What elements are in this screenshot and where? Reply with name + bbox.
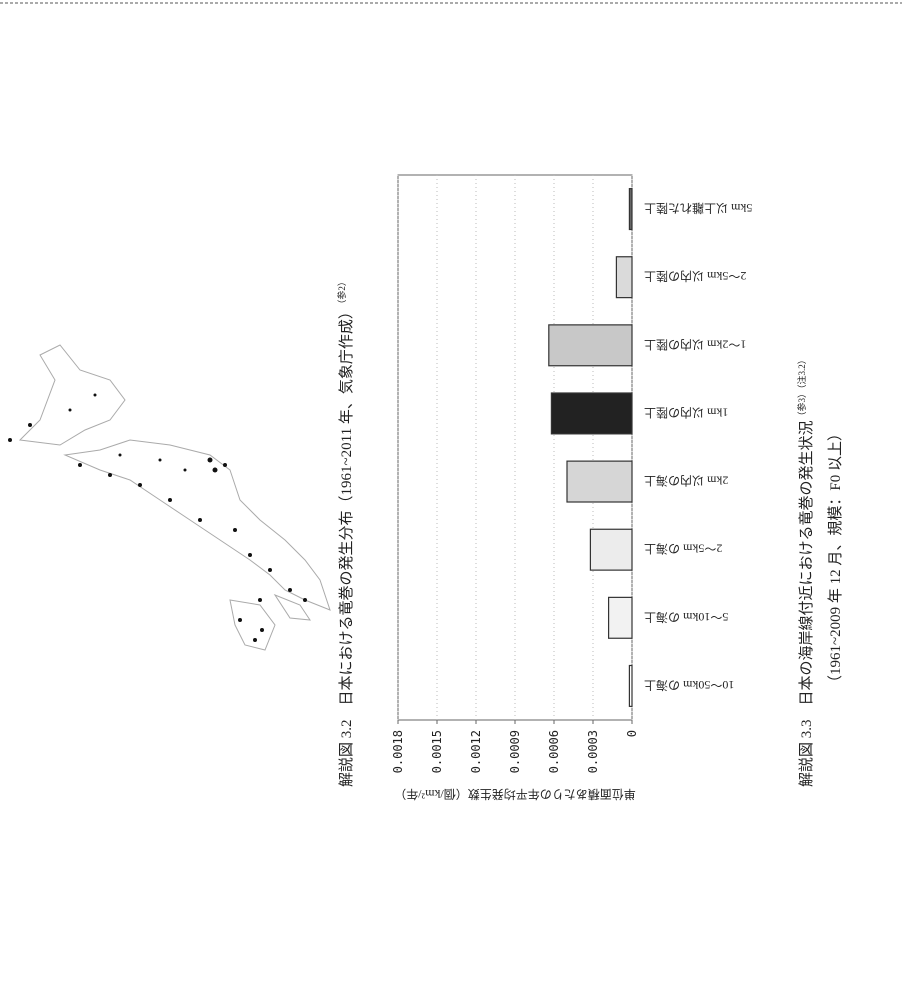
bar: [550, 392, 633, 435]
y-tick-label: 0.0018: [391, 730, 405, 773]
x-tick-label: 5km 以上離れた陸上: [644, 201, 752, 215]
figure-note: （参3）（注3.2）: [796, 355, 807, 420]
y-tick-label: 0.0009: [508, 730, 522, 773]
y-axis-label: 単位面積あたりの年平均発生数（個/km²/年）: [394, 787, 636, 802]
bar: [589, 528, 633, 571]
y-tick-label: 0.0003: [586, 730, 600, 773]
y-tick-label: 0.0006: [547, 730, 561, 773]
x-tick-label: 2～5km の海上: [644, 542, 722, 557]
x-tick-label: 1km 以内の陸上: [644, 405, 728, 419]
bar: [628, 188, 633, 231]
bar-chart: 0 0.0003 0.0006 0.0009 0.0012 0.0015 0.0018 単位面…: [391, 174, 752, 802]
figure-title: 日本における竜巻の発生分布（1961~2011 年、気象庁作成）: [338, 304, 355, 705]
y-tick-label: 0.0015: [430, 730, 444, 773]
figure-title: 日本の海岸線付近における竜巻の発生状況: [798, 420, 815, 705]
x-tick-label: 5～10km の海上: [644, 610, 728, 625]
map: [18, 344, 331, 651]
figure-caption: 解説図 3.3 日本の海岸線付近における竜巻の発生状況（参3）（注3.2）: [796, 355, 815, 787]
x-tick-label: 2km 以内の海上: [644, 474, 728, 489]
figure-subtitle: （1961~2009 年 12 月、規模：F0 以上）: [827, 426, 844, 690]
bar: [566, 460, 633, 503]
bar: [607, 596, 633, 639]
x-tick-label: 10～50km の海上: [644, 678, 734, 693]
bar: [628, 664, 633, 707]
y-tick-label: 0.0012: [469, 730, 483, 773]
x-tick-label: 1～2km 以内の陸上: [644, 337, 746, 351]
figure-note: （参2）: [336, 277, 347, 304]
bar: [548, 324, 633, 367]
figure-number: 解説図 3.3: [798, 719, 815, 787]
figure-number: 解説図 3.2: [338, 719, 355, 787]
x-tick-label: 2～5km 以内の陸上: [644, 269, 746, 283]
figure-caption: 解説図 3.2 日本における竜巻の発生分布（1961~2011 年、気象庁作成）（…: [336, 277, 355, 787]
map-points: [8, 393, 307, 642]
y-tick-label: 0: [625, 730, 639, 737]
bar: [615, 256, 633, 299]
